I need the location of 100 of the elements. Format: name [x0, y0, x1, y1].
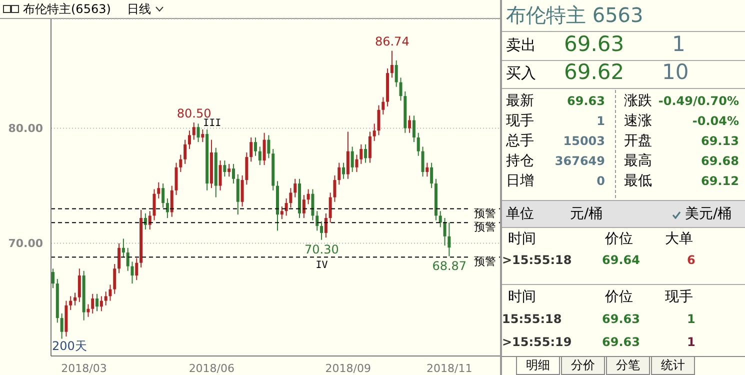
candlestick [148, 210, 152, 230]
candlestick [157, 182, 160, 199]
text: 6 [687, 253, 696, 267]
ref-line-label: 预警 [474, 255, 496, 268]
text: 69.68 [701, 154, 739, 168]
annotation: 86.74 [374, 34, 410, 49]
candlestick [267, 134, 270, 159]
text: 分价 [561, 357, 605, 375]
text: 时间 [508, 230, 536, 248]
annotation: 200天 [52, 338, 87, 355]
candlestick [262, 132, 266, 166]
candlestick [126, 247, 130, 272]
text: 最低 [624, 172, 652, 190]
candlestick [302, 194, 306, 218]
candlestick [52, 268, 54, 289]
candlestick [96, 293, 99, 312]
candlestick [60, 312, 64, 340]
text: >15:55:19 [502, 335, 572, 349]
candlestick [355, 154, 358, 172]
candlestick [382, 96, 385, 115]
candlestick [280, 206, 284, 220]
candlestick [390, 50, 394, 78]
candlestick [74, 292, 77, 306]
annotation: 70.30 [304, 242, 339, 256]
text: 持仓 [506, 152, 534, 170]
candlestick [416, 132, 420, 156]
y-tick-label: 70.00 [8, 237, 44, 250]
candlestick [184, 139, 187, 164]
text: 10 [662, 60, 689, 84]
text: 69.63 [567, 94, 605, 108]
candlestick [135, 258, 138, 281]
text: 速涨 [624, 112, 652, 130]
candlestick [360, 144, 363, 164]
text: 1 [687, 335, 696, 349]
candlestick [324, 212, 328, 238]
chart-title: 布伦特主(6563) [23, 0, 111, 18]
candlestick [144, 212, 147, 230]
candlestick [162, 182, 165, 208]
candlestick [78, 268, 81, 302]
text: 布伦特主 6563 [506, 2, 644, 29]
candlestick [108, 284, 112, 302]
text: 367649 [554, 154, 605, 168]
candlestick [130, 261, 134, 284]
text: 69.62 [564, 60, 624, 84]
text: 价位 [605, 230, 633, 248]
text: 最高 [624, 152, 652, 170]
candlestick [170, 185, 174, 218]
candlestick [284, 198, 288, 216]
candlestick [377, 104, 380, 136]
annotation: 68.87 [432, 258, 467, 273]
annotation: IV [316, 260, 328, 271]
candlestick [372, 123, 376, 142]
candlestick [69, 296, 72, 310]
x-tick-label: 2018/06 [188, 362, 235, 375]
candlestick [201, 128, 204, 143]
ref-line-label: 预警 [474, 220, 496, 234]
candlestick [306, 188, 310, 205]
candlestick [91, 293, 94, 314]
text: 价位 [605, 288, 633, 306]
candlestick [192, 122, 196, 140]
text: 大单 [665, 230, 693, 248]
annotation: III [203, 118, 222, 130]
candlestick [350, 146, 354, 172]
text: 15:55:18 [502, 312, 562, 326]
candlestick [240, 174, 244, 207]
candlestick [328, 192, 332, 224]
candlestick [333, 174, 336, 202]
text: 元/桶 [570, 205, 603, 223]
text: 开盘 [624, 132, 652, 150]
text: 卖出 [506, 36, 536, 55]
candlestick [408, 115, 412, 134]
text: 时间 [508, 288, 536, 306]
candlestick [86, 304, 90, 318]
text: 统计 [651, 357, 695, 375]
candlestick [421, 146, 424, 178]
text: 69.63 [602, 335, 640, 349]
candlestick [448, 222, 451, 257]
text: 15003 [563, 134, 605, 148]
candlestick [430, 162, 434, 189]
text: 总手 [506, 132, 534, 150]
chart-subtitle: 日线 [126, 0, 151, 18]
candlestick [104, 291, 108, 306]
candlestick [245, 152, 248, 186]
text: 美元/桶 [685, 205, 732, 223]
candlestick [438, 210, 442, 228]
text: 1 [687, 312, 696, 326]
text: 69.63 [564, 32, 624, 56]
text: -0.49/0.70% [658, 94, 739, 108]
x-tick-label: 2018/09 [325, 362, 371, 375]
candlestick [394, 60, 398, 88]
text: 明细 [516, 357, 560, 375]
candlestick [223, 160, 226, 178]
text: >15:55:18 [502, 253, 572, 267]
candlestick [443, 217, 446, 246]
text: 69.13 [701, 134, 739, 148]
text: 现手 [665, 288, 693, 306]
candlestick [346, 131, 350, 180]
candlestick [320, 220, 324, 240]
candlestick [368, 131, 372, 164]
candlestick [166, 198, 169, 218]
